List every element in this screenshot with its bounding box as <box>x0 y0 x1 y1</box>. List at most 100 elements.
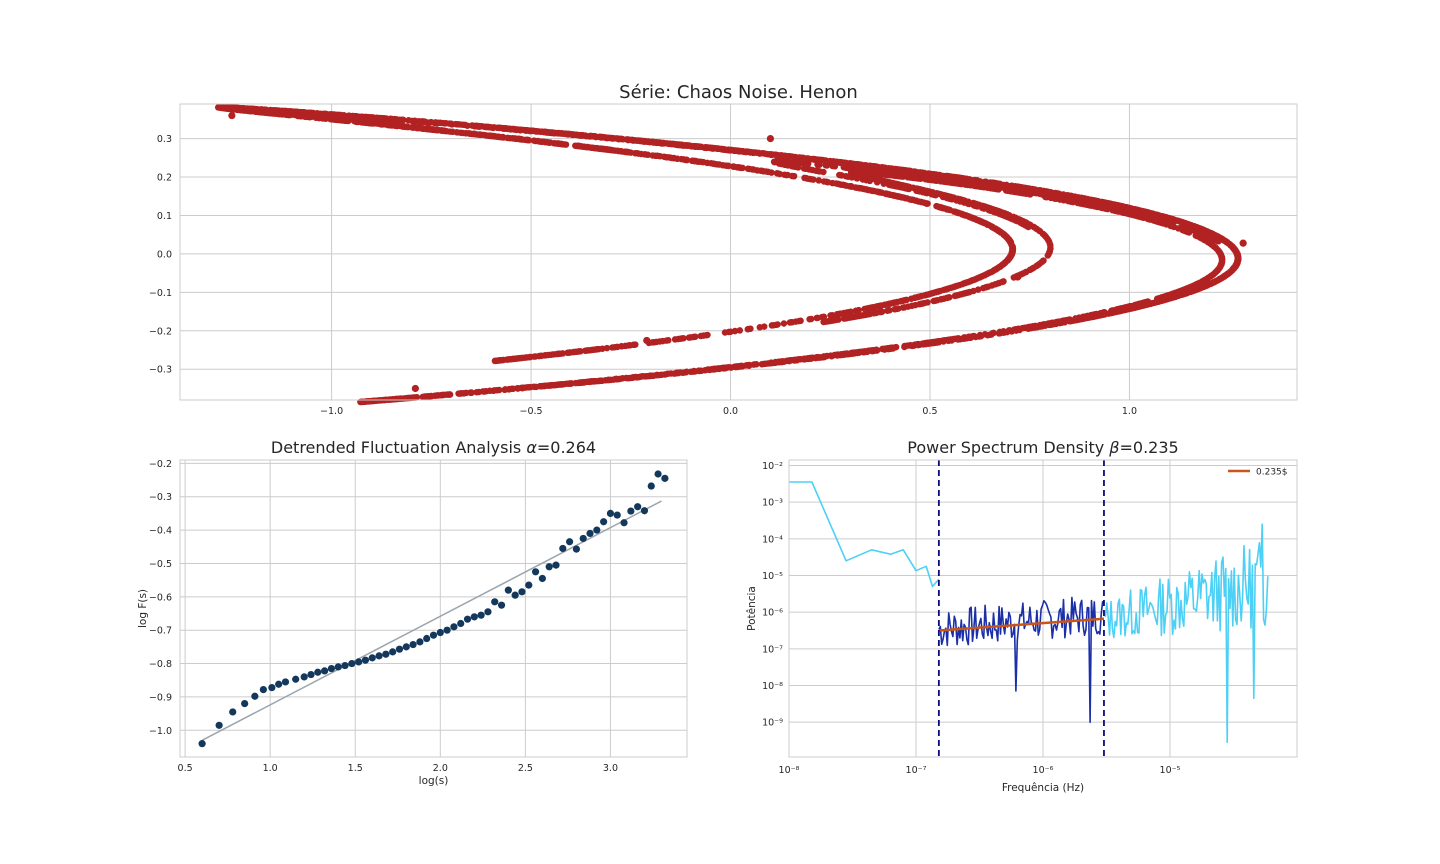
dfa-title-alpha: α <box>526 438 537 457</box>
henon-ytick-label: −0.3 <box>149 365 172 376</box>
psd-series-low <box>789 481 940 588</box>
psd-range-lines <box>937 460 1105 757</box>
dfa-point <box>640 507 649 515</box>
dfa-point <box>457 619 465 628</box>
dfa-fit-line <box>201 500 662 741</box>
dfa-ytick-label: −0.4 <box>149 526 172 537</box>
henon-outlier-point <box>766 134 775 143</box>
dfa-xtick-label: 1.5 <box>348 763 363 774</box>
dfa-point <box>463 615 472 623</box>
dfa-point <box>572 545 581 553</box>
psd-xlabel: Frequência (Hz) <box>1002 782 1084 794</box>
dfa-point <box>341 661 349 670</box>
psd-series-fit-range <box>938 596 1104 723</box>
henon-tick-labels: −1.0 −0.5 0.0 0.5 1.0 −0.3 −0.2 −0.1 0.0 0.1 0.2 0.… <box>149 134 1137 417</box>
dfa-point <box>491 598 499 606</box>
dfa-axes-frame <box>179 459 688 758</box>
henon-ytick-label: 0.2 <box>157 173 172 184</box>
dfa-point <box>450 623 458 631</box>
henon-scatter-panel: −1.0 −0.5 0.0 0.5 1.0 −0.3 −0.2 −0.1 0.0 0.1 0.2 0.… <box>149 82 1298 417</box>
dfa-point <box>334 663 342 671</box>
psd-ytick-label: 10⁻⁴ <box>762 534 783 545</box>
dfa-point <box>566 538 574 546</box>
henon-xtick-label: 0.0 <box>723 406 738 417</box>
dfa-point <box>443 626 451 634</box>
dfa-point <box>600 518 608 526</box>
dfa-point <box>525 581 533 589</box>
dfa-ytick-label: −0.8 <box>149 659 172 670</box>
psd-legend: 0.235$ <box>1228 468 1288 478</box>
henon-xtick-label: −0.5 <box>520 406 543 417</box>
dfa-ytick-label: −0.9 <box>149 692 172 703</box>
henon-outlier-points <box>228 111 1247 393</box>
dfa-point <box>586 529 594 538</box>
psd-fit-line <box>938 617 1105 632</box>
psd-ytick-label: 10⁻⁵ <box>762 571 783 582</box>
dfa-title-main: Detrended Fluctuation Analysis <box>271 438 526 457</box>
dfa-point <box>627 507 635 515</box>
dfa-point <box>198 740 206 748</box>
dfa-point <box>654 470 662 478</box>
dfa-panel: 0.5 1.0 1.5 2.0 2.5 3.0 −1.0 −0.9 −0.8 −0.7 −0.6 −0… <box>137 438 688 787</box>
henon-xtick-label: 0.5 <box>922 406 937 417</box>
psd-title-main: Power Spectrum Density <box>907 438 1109 457</box>
psd-ylabel: Potência <box>746 586 758 631</box>
dfa-point <box>531 568 540 576</box>
dfa-point <box>402 643 410 651</box>
dfa-point <box>416 638 424 646</box>
dfa-xtick-label: 1.0 <box>263 763 278 774</box>
henon-xtick-label: 1.0 <box>1122 406 1137 417</box>
psd-xtick-label: 10⁻⁸ <box>779 765 800 776</box>
dfa-point <box>314 668 322 676</box>
dfa-point <box>661 474 669 482</box>
henon-ytick-label: 0.1 <box>157 211 172 222</box>
dfa-xlabel: log(s) <box>419 775 449 787</box>
psd-ytick-label: 10⁻⁷ <box>762 644 783 655</box>
dfa-point <box>552 561 560 569</box>
henon-outlier-point <box>643 336 651 345</box>
dfa-point <box>361 656 370 664</box>
henon-ytick-label: −0.2 <box>149 326 172 337</box>
henon-xtick-label: −1.0 <box>320 406 343 417</box>
henon-outlier-point <box>411 384 419 393</box>
psd-ytick-label: 10⁻³ <box>762 498 783 509</box>
dfa-point <box>470 613 478 621</box>
dfa-xtick-label: 2.5 <box>518 763 533 774</box>
dfa-point <box>321 667 329 675</box>
dfa-point <box>559 544 567 553</box>
dfa-ytick-label: −0.6 <box>149 592 172 603</box>
dfa-point <box>275 680 283 688</box>
psd-ytick-label: 10⁻² <box>762 461 783 472</box>
henon-title: Série: Chaos Noise. Henon <box>619 82 858 103</box>
henon-ytick-label: −0.1 <box>149 288 172 299</box>
dfa-point <box>593 526 601 534</box>
psd-tick-labels: 10⁻⁸ 10⁻⁷ 10⁻⁶ 10⁻⁵ 10⁻⁹ 10⁻⁸ 10⁻⁷ 10⁻⁶ 10⁻⁵ 10⁻⁴… <box>762 461 1181 776</box>
henon-ytick-label: 0.0 <box>157 249 172 260</box>
dfa-point <box>241 700 249 708</box>
psd-ytick-label: 10⁻⁹ <box>762 718 783 729</box>
psd-axes-frame <box>788 459 1298 758</box>
psd-series <box>789 481 1269 744</box>
henon-axes-frame <box>179 103 1298 401</box>
dfa-xtick-label: 3.0 <box>603 763 618 774</box>
henon-outlier-point <box>1014 273 1022 281</box>
henon-attractor-path <box>214 103 1242 406</box>
psd-series-high <box>1103 523 1269 744</box>
dfa-point <box>259 685 267 694</box>
dfa-point <box>545 563 553 571</box>
dfa-point <box>423 634 431 643</box>
dfa-point <box>606 509 615 517</box>
dfa-grid <box>180 460 687 757</box>
psd-title-beta: β <box>1108 438 1119 457</box>
dfa-point <box>497 601 506 609</box>
dfa-point <box>429 631 438 639</box>
dfa-point <box>613 511 621 519</box>
dfa-point <box>307 670 315 679</box>
henon-outlier-point <box>228 111 236 120</box>
dfa-point <box>395 645 404 653</box>
dfa-point <box>484 608 492 616</box>
dfa-ylabel: log F(s) <box>137 589 149 628</box>
dfa-point <box>348 659 356 668</box>
dfa-ytick-label: −0.3 <box>149 492 172 503</box>
dfa-point <box>251 692 259 700</box>
